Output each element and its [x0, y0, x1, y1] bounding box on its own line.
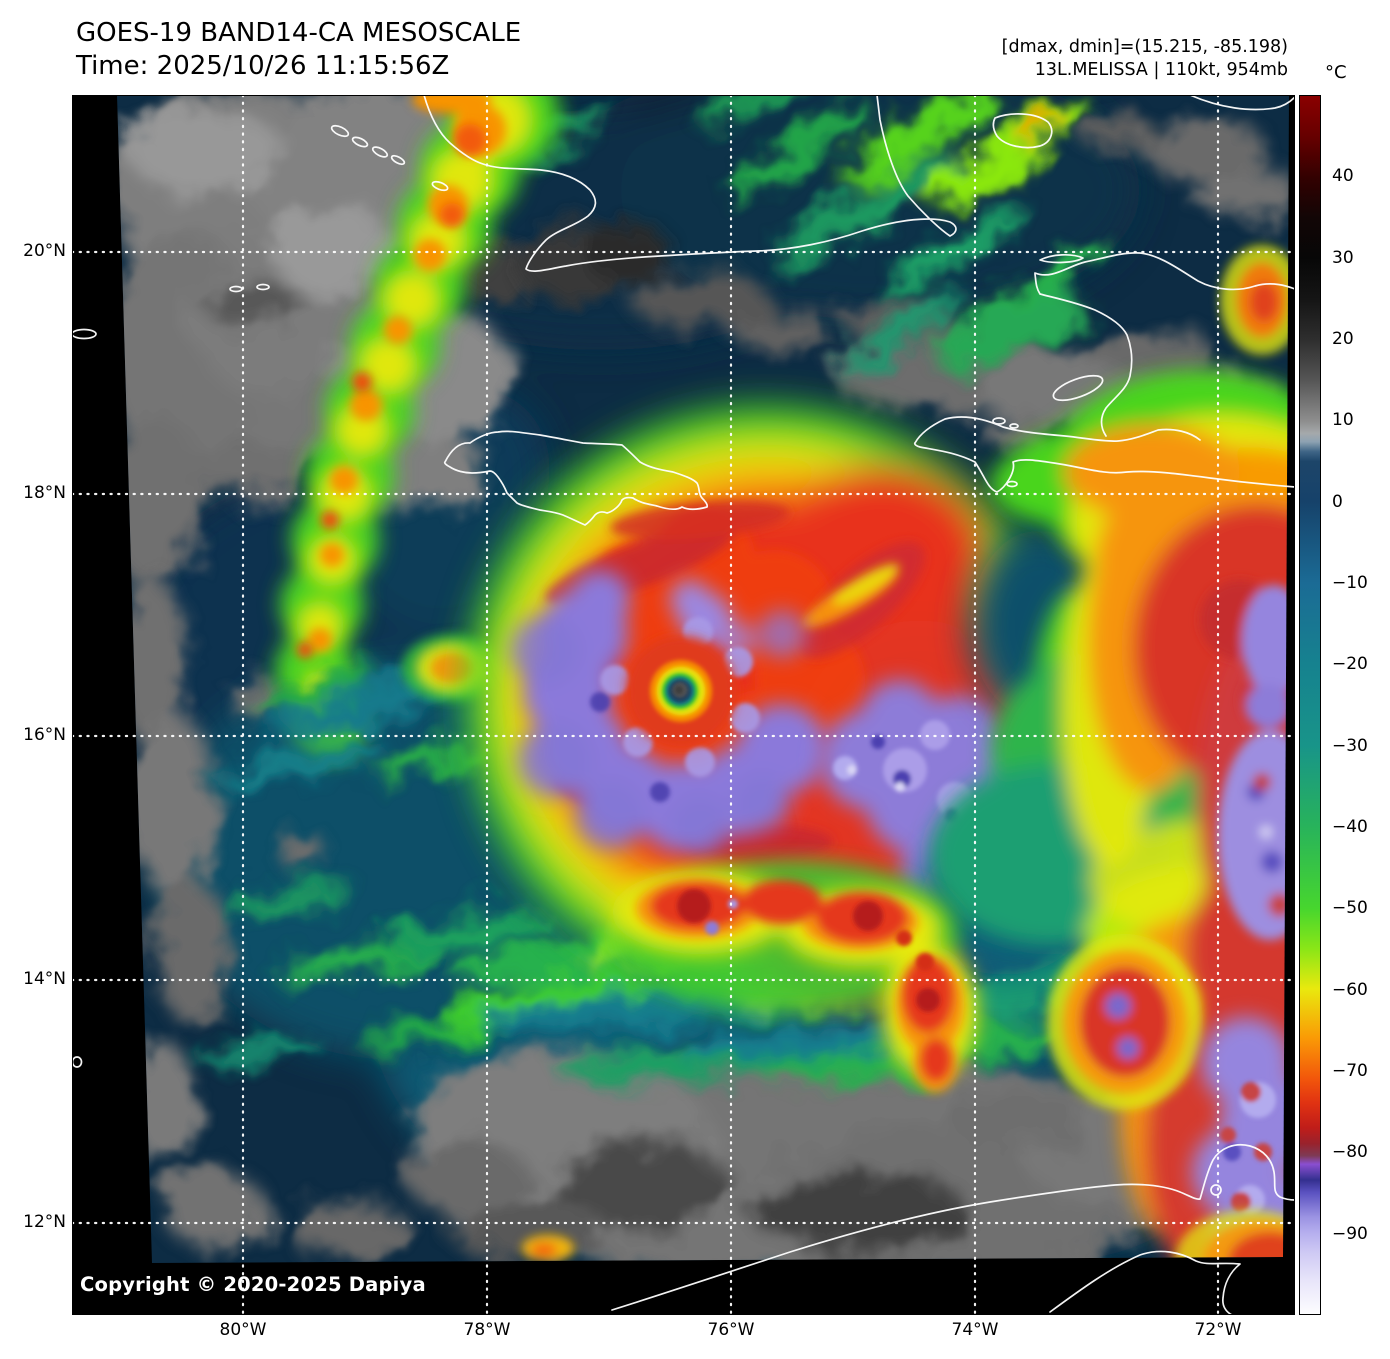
coastline-tortuga: [1039, 254, 1084, 264]
spiral-band-fragments-west: [195, 661, 507, 1065]
lat-tick-label: 12°N: [23, 1212, 66, 1232]
lat-tick-label: 16°N: [23, 725, 66, 745]
lon-tick-label: 76°W: [707, 1320, 755, 1340]
coastline-caicos: [1189, 95, 1295, 111]
coastline-cuban-cays: [330, 124, 449, 192]
lon-tick-label: 80°W: [219, 1320, 267, 1340]
data-range-readout: [dmax, dmin]=(15.215, -85.198): [1001, 37, 1288, 57]
colorbar-unit-label: °C: [1325, 62, 1347, 83]
coastline-haiti-south-peninsula: [914, 416, 1201, 444]
colorbar-tick-label: 20: [1332, 329, 1354, 349]
colorbar-tick-label: −30: [1332, 736, 1368, 756]
colorbar-tick-label: −60: [1332, 980, 1368, 1000]
colorbar-tick-label: −50: [1332, 898, 1368, 918]
colorbar-tick-label: 40: [1332, 166, 1354, 186]
coastline-haitian-islets: [992, 417, 1019, 488]
coastline-haiti-northwest: [1034, 273, 1133, 437]
lat-tick-label: 18°N: [23, 483, 66, 503]
hurricane-eye: [626, 636, 736, 746]
timestamp: Time: 2025/10/26 11:15:56Z: [76, 51, 450, 81]
coastline-jamaica: [443, 430, 709, 526]
coastline-great-inagua: [992, 113, 1053, 149]
coastline-hispaniola-south: [913, 442, 1295, 493]
colorbar-gradient: [1299, 95, 1321, 1315]
colorbar-tick-label: −40: [1332, 817, 1368, 837]
colorbar-tick-label: 30: [1332, 248, 1354, 268]
hurricane-melissa: [465, 405, 1065, 1000]
colorbar: 40 30 20 10 0 −10 −20 −30 −40 −50 −60 −7…: [1299, 95, 1368, 1315]
colorbar-tick-label: −10: [1332, 573, 1368, 593]
lon-tick-label: 78°W: [463, 1320, 511, 1340]
lat-tick-label: 20°N: [23, 241, 66, 261]
coastline-south-america: [611, 1143, 1295, 1311]
coastline-islet-guajira: [1210, 1184, 1222, 1196]
copyright-watermark: Copyright © 2020-2025 Dapiya: [80, 1273, 426, 1296]
storm-info-block: [dmax, dmin]=(15.215, -85.198) 13L.MELIS…: [1002, 36, 1288, 82]
coastline-haiti-north: [1034, 252, 1295, 291]
coastline-gonave: [1052, 374, 1104, 402]
convective-cells-south: [612, 860, 978, 1092]
convective-mass-east: [930, 245, 1289, 1263]
colorbar-tick-label: −20: [1332, 654, 1368, 674]
colorbar-tick-label: −80: [1332, 1142, 1368, 1162]
cold-cloud-top-ring: [510, 570, 827, 855]
satellite-data-region: [117, 95, 1289, 1263]
lon-tick-label: 72°W: [1194, 1320, 1242, 1340]
colorbar-tick-label: −70: [1332, 1061, 1368, 1081]
coastline-cuba: [423, 95, 957, 272]
coastline-colombia: [1049, 1250, 1241, 1315]
convective-streaks-northeast: [503, 95, 1112, 374]
cell-with-purple-core: [1047, 934, 1203, 1110]
lat-tick-label: 14°N: [23, 969, 66, 989]
graticule-gridlines: [72, 95, 1295, 1315]
colorbar-tick-label: −90: [1332, 1224, 1368, 1244]
colorbar-tick-label: 0: [1332, 492, 1343, 512]
coastlines: [72, 95, 1295, 1315]
storm-intensity-readout: 13L.MELISSA | 110kt, 954mb: [1034, 60, 1288, 80]
lon-tick-label: 74°W: [951, 1320, 999, 1340]
colorbar-tick-label: 10: [1332, 410, 1354, 430]
page-title: GOES-19 BAND14-CA MESOSCALE: [76, 18, 522, 48]
